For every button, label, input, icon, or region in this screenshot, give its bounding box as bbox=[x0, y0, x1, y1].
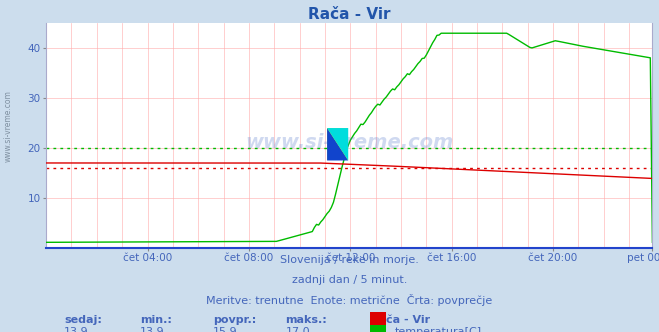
Text: www.si-vreme.com: www.si-vreme.com bbox=[245, 133, 453, 152]
Text: maks.:: maks.: bbox=[285, 315, 328, 325]
Text: Meritve: trenutne  Enote: metrične  Črta: povprečje: Meritve: trenutne Enote: metrične Črta: … bbox=[206, 294, 492, 306]
Polygon shape bbox=[327, 128, 348, 160]
Text: min.:: min.: bbox=[140, 315, 172, 325]
Title: Rača - Vir: Rača - Vir bbox=[308, 7, 391, 22]
Text: zadnji dan / 5 minut.: zadnji dan / 5 minut. bbox=[291, 275, 407, 285]
Text: 13,9: 13,9 bbox=[65, 327, 89, 332]
Text: Slovenija / reke in morje.: Slovenija / reke in morje. bbox=[280, 255, 418, 265]
Text: 17,0: 17,0 bbox=[285, 327, 310, 332]
Bar bbox=[370, 325, 386, 332]
Text: 15,9: 15,9 bbox=[213, 327, 237, 332]
Text: Rača - Vir: Rača - Vir bbox=[370, 315, 430, 325]
Bar bbox=[327, 128, 348, 160]
Text: povpr.:: povpr.: bbox=[213, 315, 256, 325]
Text: www.si-vreme.com: www.si-vreme.com bbox=[3, 90, 13, 162]
Text: sedaj:: sedaj: bbox=[65, 315, 102, 325]
Polygon shape bbox=[327, 128, 348, 160]
Bar bbox=[370, 312, 386, 327]
Text: 13,9: 13,9 bbox=[140, 327, 165, 332]
Text: temperatura[C]: temperatura[C] bbox=[395, 327, 482, 332]
